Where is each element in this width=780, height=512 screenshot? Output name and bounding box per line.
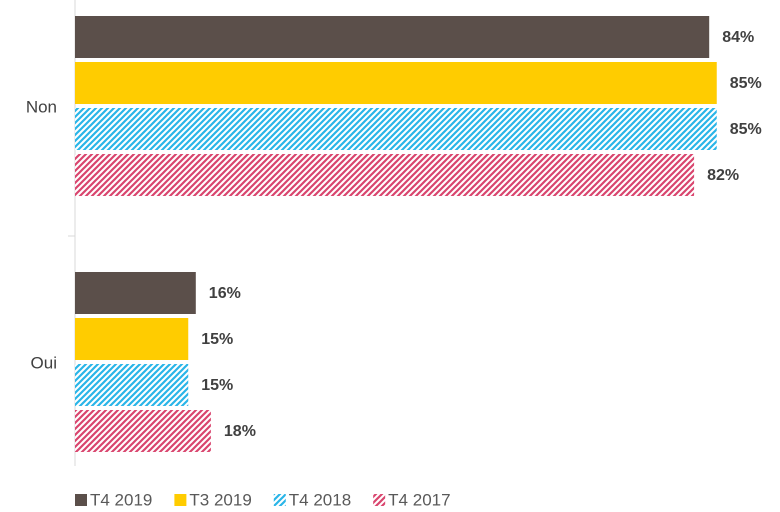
value-label: 16% xyxy=(209,285,241,302)
bar xyxy=(75,62,717,104)
legend-swatch xyxy=(174,494,187,506)
bar xyxy=(75,108,717,150)
value-label: 85% xyxy=(730,75,762,92)
value-label: 82% xyxy=(707,167,739,184)
value-label: 15% xyxy=(201,377,233,394)
value-label: 84% xyxy=(722,29,754,46)
bar xyxy=(75,16,710,58)
legend-label: T3 2019 xyxy=(189,490,251,509)
legend-label: T4 2017 xyxy=(388,490,450,509)
bar xyxy=(75,410,211,452)
bar xyxy=(75,272,196,314)
category-label: Non xyxy=(26,97,57,116)
bar xyxy=(75,154,695,196)
category-label: Oui xyxy=(31,353,57,372)
value-label: 15% xyxy=(201,331,233,348)
bar xyxy=(75,318,189,360)
legend-swatch xyxy=(273,494,286,506)
bar xyxy=(75,364,189,406)
value-label: 18% xyxy=(224,423,256,440)
legend-swatch xyxy=(373,494,386,506)
legend-label: T4 2019 xyxy=(90,490,152,509)
value-label: 85% xyxy=(730,121,762,138)
legend-label: T4 2018 xyxy=(289,490,351,509)
legend-swatch xyxy=(75,494,87,506)
